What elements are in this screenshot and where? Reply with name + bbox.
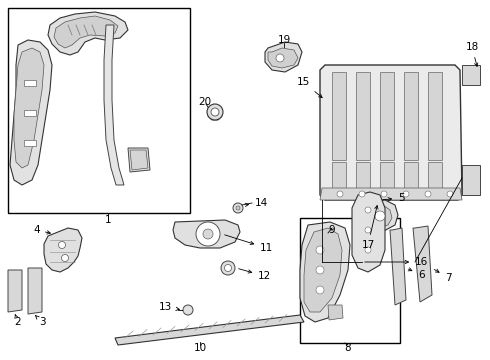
Polygon shape	[208, 105, 222, 120]
Circle shape	[359, 191, 365, 197]
Circle shape	[365, 207, 371, 213]
Circle shape	[211, 108, 219, 116]
Polygon shape	[462, 65, 480, 85]
Polygon shape	[380, 162, 394, 192]
Circle shape	[58, 242, 66, 248]
Polygon shape	[366, 205, 392, 228]
Polygon shape	[380, 72, 394, 160]
Text: 6: 6	[408, 268, 425, 280]
Circle shape	[316, 246, 324, 254]
Text: 16: 16	[365, 257, 428, 267]
Circle shape	[403, 191, 409, 197]
Polygon shape	[352, 192, 385, 272]
Text: 5: 5	[383, 193, 405, 203]
Text: 17: 17	[362, 206, 378, 250]
Text: 3: 3	[36, 316, 45, 327]
Circle shape	[207, 104, 223, 120]
Polygon shape	[413, 226, 432, 302]
Circle shape	[447, 191, 453, 197]
Polygon shape	[332, 72, 346, 160]
Text: 15: 15	[297, 77, 322, 98]
Polygon shape	[44, 228, 82, 272]
Polygon shape	[320, 188, 462, 200]
Text: 11: 11	[224, 235, 273, 253]
Polygon shape	[14, 48, 44, 168]
Polygon shape	[104, 25, 124, 185]
Circle shape	[425, 191, 431, 197]
Circle shape	[337, 191, 343, 197]
Circle shape	[233, 203, 243, 213]
Bar	[8, 8, 190, 213]
Polygon shape	[404, 162, 418, 192]
Text: 4: 4	[33, 225, 50, 235]
Circle shape	[375, 211, 385, 221]
Polygon shape	[390, 228, 406, 305]
Bar	[300, 218, 400, 343]
Text: 13: 13	[159, 302, 179, 312]
Polygon shape	[328, 305, 343, 320]
Polygon shape	[356, 162, 370, 192]
Polygon shape	[462, 165, 480, 195]
Polygon shape	[28, 268, 42, 314]
Text: 14: 14	[245, 198, 268, 208]
Text: 12: 12	[239, 269, 271, 281]
Polygon shape	[173, 220, 240, 248]
Polygon shape	[428, 162, 442, 192]
Polygon shape	[54, 16, 118, 48]
Circle shape	[224, 265, 231, 271]
Polygon shape	[115, 315, 304, 345]
Circle shape	[236, 206, 240, 210]
Polygon shape	[48, 12, 128, 55]
Circle shape	[365, 247, 371, 253]
Polygon shape	[320, 65, 462, 200]
Polygon shape	[128, 148, 150, 172]
Text: 1: 1	[105, 215, 111, 225]
Polygon shape	[130, 150, 148, 170]
Bar	[24, 110, 36, 116]
Text: 19: 19	[277, 35, 291, 45]
Polygon shape	[332, 162, 346, 192]
Polygon shape	[268, 48, 298, 68]
Text: 7: 7	[434, 269, 452, 283]
Circle shape	[203, 229, 213, 239]
Text: 9: 9	[329, 225, 335, 235]
Circle shape	[381, 191, 387, 197]
Polygon shape	[404, 72, 418, 160]
Polygon shape	[300, 222, 350, 322]
Polygon shape	[8, 270, 22, 312]
Text: 2: 2	[15, 314, 21, 327]
Circle shape	[276, 54, 284, 62]
Bar	[24, 80, 36, 86]
Text: 8: 8	[344, 343, 351, 353]
Circle shape	[365, 227, 371, 233]
Text: 10: 10	[194, 343, 207, 353]
Polygon shape	[265, 42, 302, 72]
Circle shape	[62, 255, 69, 261]
Polygon shape	[362, 200, 398, 232]
Circle shape	[316, 266, 324, 274]
Circle shape	[316, 286, 324, 294]
Bar	[24, 140, 36, 146]
Circle shape	[221, 261, 235, 275]
Polygon shape	[356, 72, 370, 160]
Circle shape	[196, 222, 220, 246]
Polygon shape	[10, 40, 52, 185]
Circle shape	[183, 305, 193, 315]
Text: 20: 20	[198, 97, 212, 107]
Text: 18: 18	[466, 42, 479, 66]
Polygon shape	[304, 228, 342, 312]
Polygon shape	[428, 72, 442, 160]
